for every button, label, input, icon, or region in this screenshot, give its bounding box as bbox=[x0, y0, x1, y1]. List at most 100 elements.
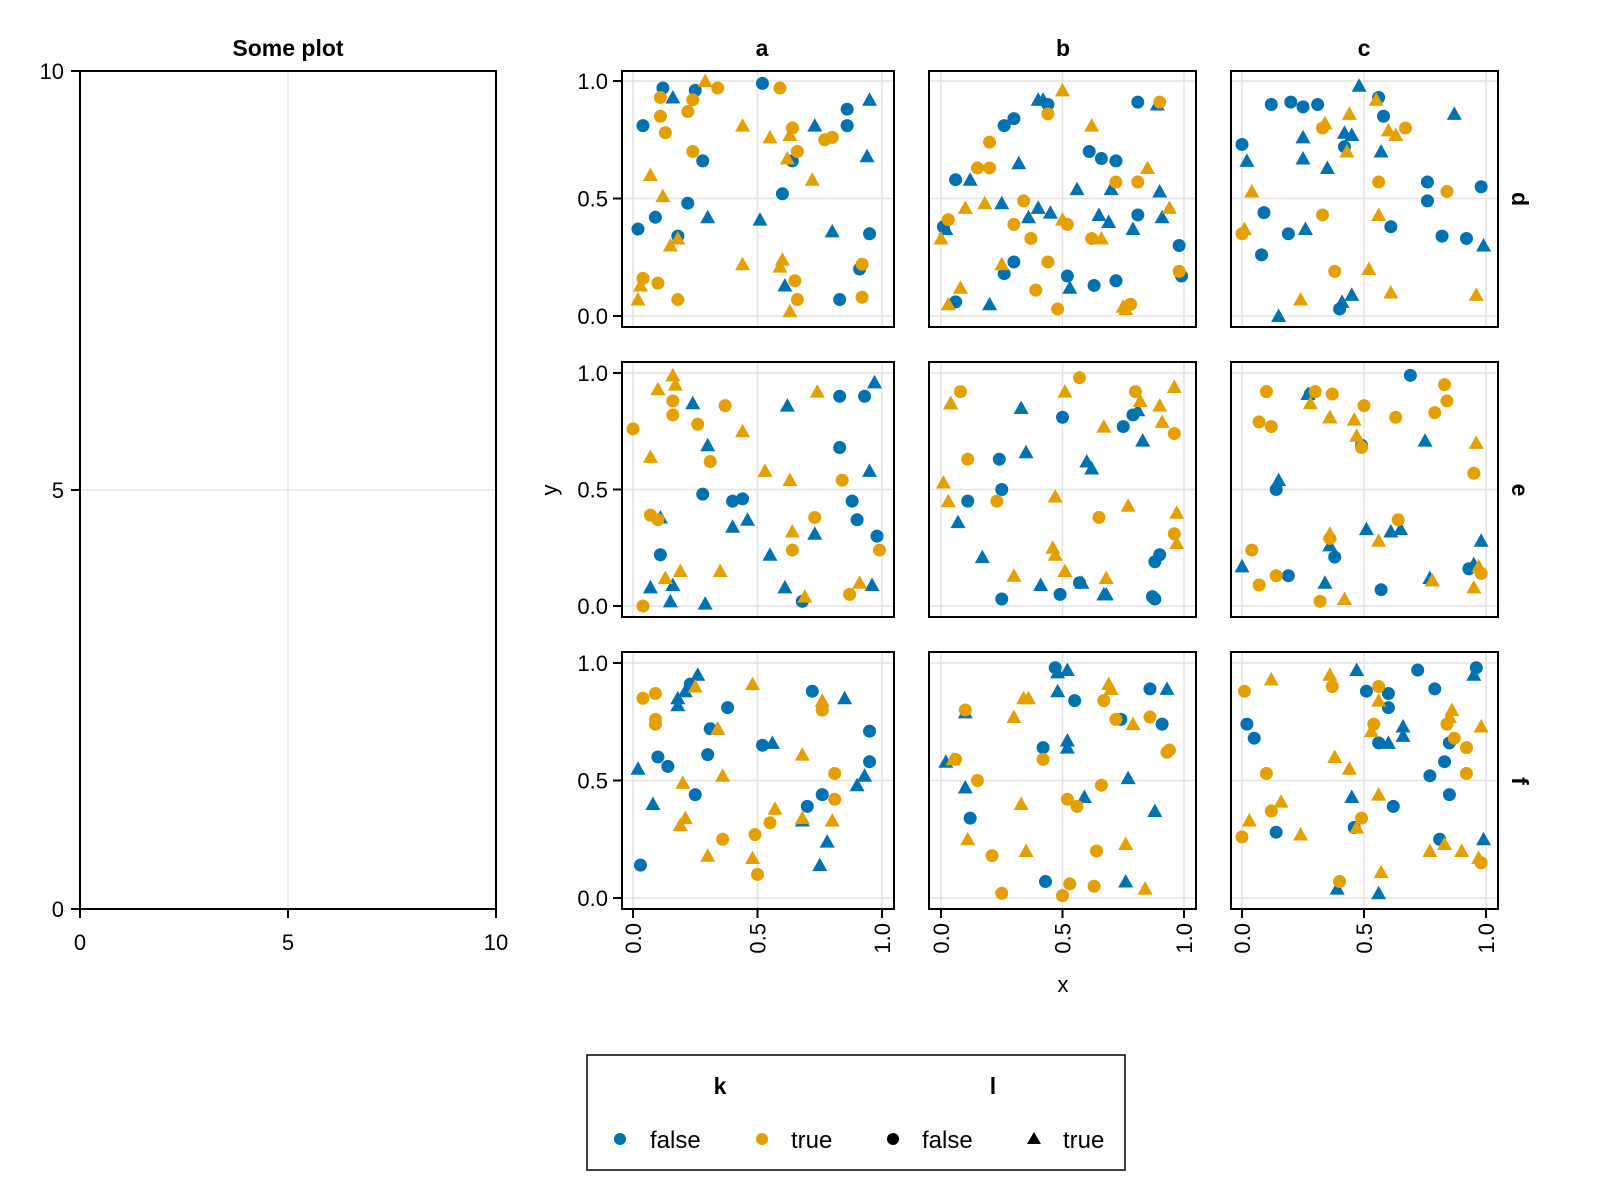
data-point-triangle bbox=[777, 277, 793, 292]
data-point-circle bbox=[1097, 694, 1111, 708]
data-point-triangle bbox=[957, 780, 973, 794]
data-point-triangle bbox=[940, 296, 956, 311]
legend-label-k-true: true bbox=[791, 1127, 832, 1154]
data-point-triangle bbox=[1466, 667, 1482, 681]
data-point-triangle bbox=[1271, 472, 1287, 487]
data-point-circle bbox=[1296, 100, 1310, 114]
data-point-circle bbox=[1247, 731, 1261, 745]
data-point-triangle bbox=[1062, 280, 1078, 294]
left-ytick-label-5: 5 bbox=[52, 478, 64, 503]
data-point-triangle bbox=[1130, 402, 1146, 417]
data-point-triangle bbox=[1018, 444, 1034, 459]
data-point-triangle bbox=[687, 679, 703, 693]
data-point-circle bbox=[701, 748, 715, 762]
data-point-triangle bbox=[1361, 261, 1377, 275]
data-point-triangle bbox=[935, 475, 951, 489]
data-point-circle bbox=[1377, 109, 1391, 123]
data-point-circle bbox=[1467, 466, 1481, 480]
data-point-circle bbox=[1384, 220, 1398, 234]
data-point-circle bbox=[958, 703, 972, 717]
data-point-triangle bbox=[1344, 789, 1360, 803]
data-point-circle bbox=[1007, 255, 1021, 269]
data-point-triangle bbox=[632, 277, 648, 292]
data-point-circle bbox=[1041, 107, 1055, 121]
data-point-triangle bbox=[794, 810, 810, 825]
data-point-circle bbox=[1440, 184, 1454, 198]
data-point-circle bbox=[1073, 371, 1087, 385]
data-point-triangle bbox=[774, 252, 790, 266]
data-point-circle bbox=[653, 548, 667, 562]
data-point-triangle bbox=[655, 188, 671, 203]
data-point-triangle bbox=[1476, 831, 1492, 846]
data-point-circle bbox=[1155, 717, 1169, 731]
data-point-triangle bbox=[859, 148, 875, 163]
facet-panel-f-a: 0.0 0.5 1.0 0.0 0.5 1.0 bbox=[577, 651, 895, 954]
data-point-circle bbox=[828, 766, 842, 780]
data-point-triangle bbox=[745, 850, 761, 865]
data-point-triangle bbox=[807, 526, 823, 540]
data-point-triangle bbox=[700, 437, 716, 452]
data-point-circle bbox=[949, 752, 963, 766]
panel-frame bbox=[1230, 361, 1499, 618]
data-point-circle bbox=[788, 274, 802, 288]
data-point-triangle bbox=[1093, 230, 1109, 245]
data-point-circle bbox=[1333, 875, 1347, 889]
data-point-triangle bbox=[1349, 662, 1365, 677]
data-point-circle bbox=[1070, 799, 1084, 813]
data-point-triangle bbox=[1273, 794, 1289, 808]
data-point-circle bbox=[961, 494, 975, 508]
data-point-triangle bbox=[1371, 885, 1387, 900]
data-point-triangle bbox=[752, 212, 768, 226]
data-point-triangle bbox=[1349, 820, 1365, 834]
data-point-circle bbox=[696, 154, 710, 168]
data-point-circle bbox=[1167, 527, 1181, 541]
data-point-triangle bbox=[1341, 106, 1357, 120]
data-point-triangle bbox=[1473, 533, 1489, 547]
data-point-circle bbox=[671, 293, 685, 307]
data-point-triangle bbox=[757, 463, 773, 477]
data-point-triangle bbox=[1006, 709, 1022, 724]
data-point-circle bbox=[1036, 741, 1050, 755]
ytick-label: 1.0 bbox=[577, 361, 608, 386]
data-point-triangle bbox=[1084, 461, 1100, 475]
data-point-triangle bbox=[1013, 400, 1029, 414]
data-point-circle bbox=[1068, 694, 1082, 708]
data-point-circle bbox=[648, 717, 662, 731]
facet-panel-f-b: 0.0 0.5 1.0 bbox=[928, 651, 1197, 954]
data-point-triangle bbox=[1154, 414, 1170, 428]
y-axis-label: y bbox=[537, 485, 562, 496]
data-point-triangle bbox=[1322, 667, 1338, 681]
data-point-circle bbox=[1056, 889, 1069, 903]
data-point-circle bbox=[1372, 680, 1386, 693]
data-point-circle bbox=[1240, 717, 1254, 731]
data-point-triangle bbox=[1120, 770, 1136, 785]
data-point-circle bbox=[726, 494, 740, 508]
data-point-triangle bbox=[1334, 294, 1350, 308]
data-point-triangle bbox=[677, 810, 693, 825]
data-point-triangle bbox=[950, 514, 966, 529]
data-point-circle bbox=[1440, 394, 1454, 408]
data-point-triangle bbox=[767, 801, 783, 815]
data-point-triangle bbox=[962, 172, 978, 186]
data-point-triangle bbox=[857, 768, 873, 782]
data-point-circle bbox=[1264, 98, 1278, 111]
points-group bbox=[935, 371, 1185, 606]
data-point-circle bbox=[1259, 385, 1273, 399]
data-point-circle bbox=[1328, 264, 1342, 278]
data-point-triangle bbox=[782, 303, 798, 318]
data-point-triangle bbox=[1344, 287, 1360, 301]
data-point-circle bbox=[658, 126, 672, 140]
data-point-circle bbox=[775, 187, 789, 201]
panel-frame bbox=[1230, 70, 1499, 328]
data-point-circle bbox=[995, 886, 1009, 900]
data-point-circle bbox=[1372, 736, 1386, 750]
data-point-triangle bbox=[697, 596, 713, 610]
data-point-circle bbox=[1172, 239, 1186, 252]
data-point-triangle bbox=[852, 575, 868, 589]
facet-row-title-d: d bbox=[1507, 192, 1533, 206]
data-point-triangle bbox=[824, 223, 840, 238]
data-point-circle bbox=[686, 145, 700, 158]
data-point-triangle bbox=[1057, 563, 1073, 578]
data-point-triangle bbox=[1154, 209, 1170, 224]
data-point-circle bbox=[1060, 217, 1074, 231]
